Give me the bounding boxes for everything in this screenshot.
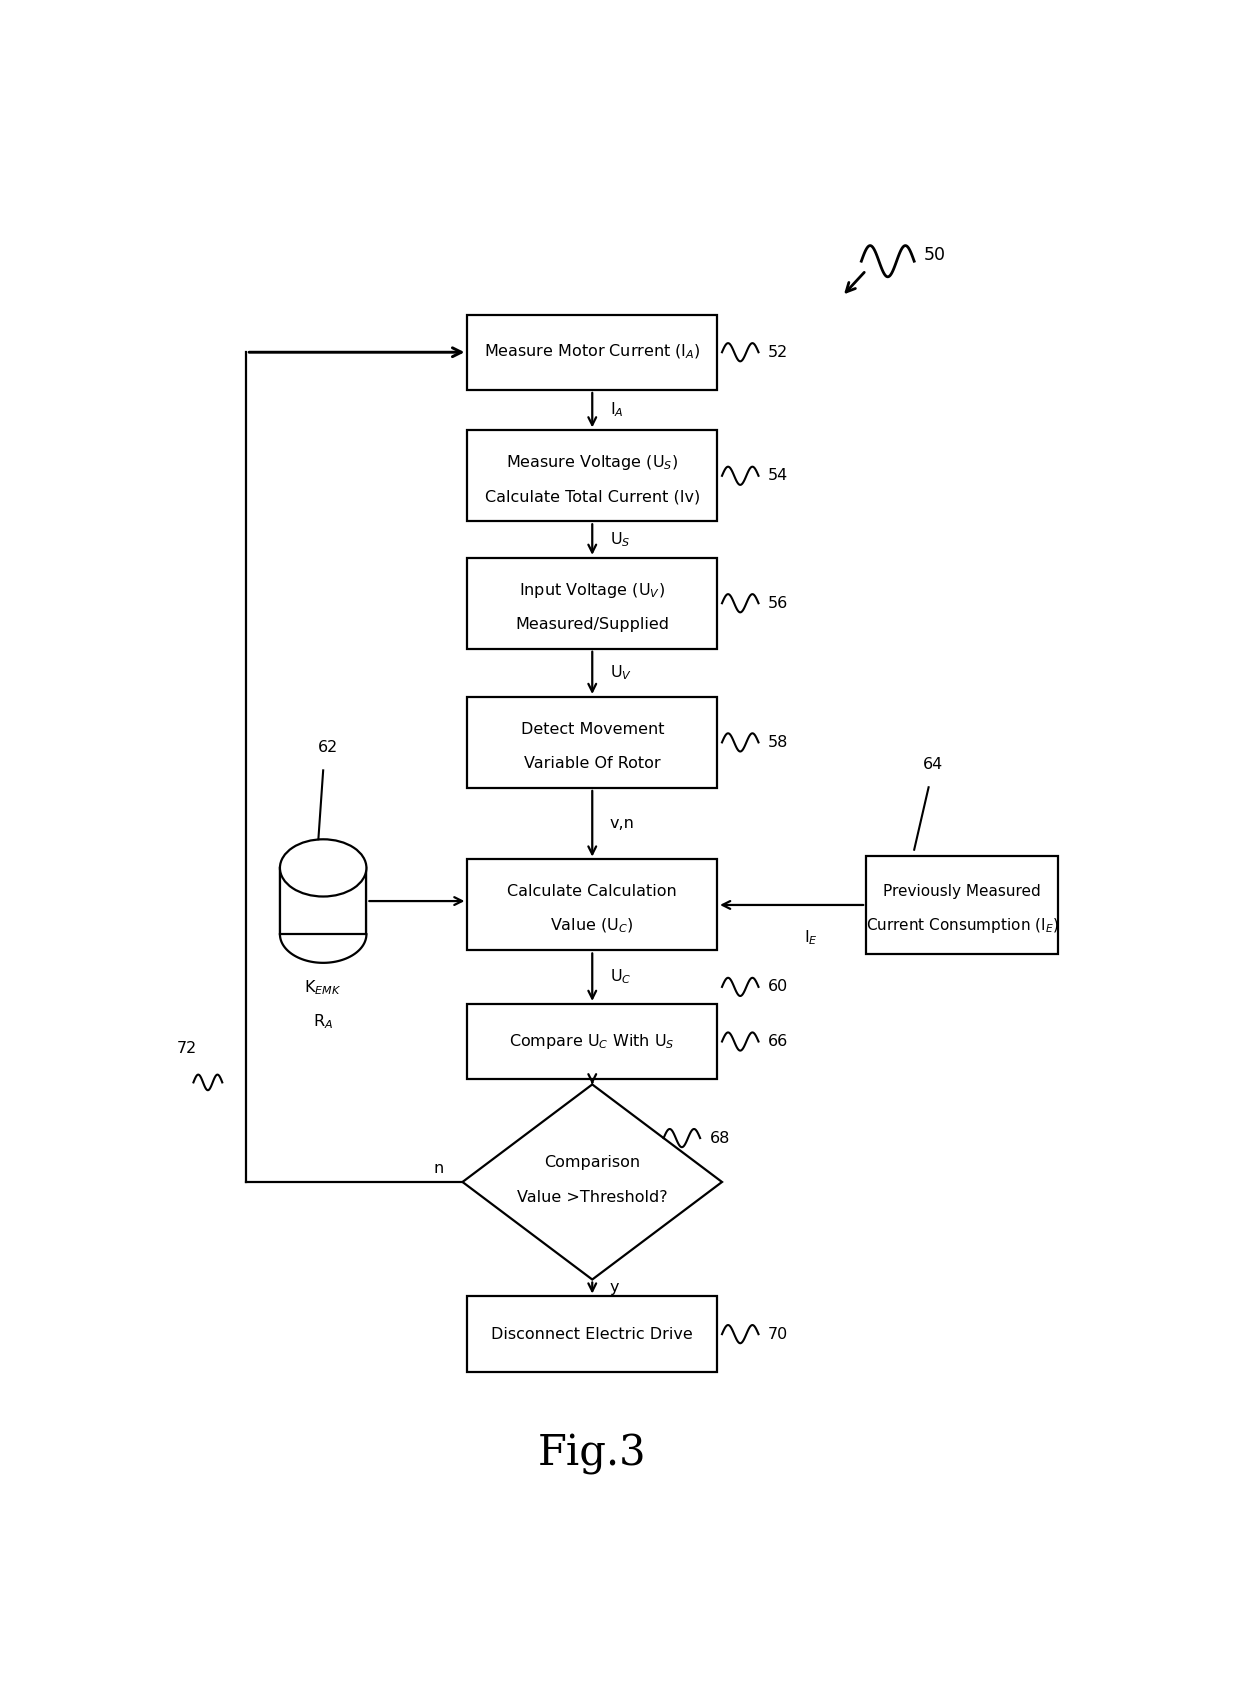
Text: U$_V$: U$_V$ (610, 664, 631, 682)
Bar (866, 856, 1058, 954)
Text: 60: 60 (768, 980, 789, 995)
Text: Current Consumption (I$_E$): Current Consumption (I$_E$) (866, 915, 1059, 936)
Text: U$_S$: U$_S$ (610, 530, 630, 549)
Bar (467, 698, 717, 789)
Text: 72: 72 (176, 1042, 197, 1056)
Text: U$_C$: U$_C$ (610, 968, 631, 986)
Ellipse shape (280, 839, 367, 897)
Text: 50: 50 (924, 245, 946, 263)
Text: Calculate Calculation: Calculate Calculation (507, 885, 677, 900)
Text: I$_E$: I$_E$ (804, 929, 818, 948)
Text: Detect Movement: Detect Movement (521, 721, 663, 736)
Text: K$_{EMK}$: K$_{EMK}$ (305, 978, 342, 997)
Text: Input Voltage (U$_V$): Input Voltage (U$_V$) (520, 581, 665, 600)
Polygon shape (463, 1084, 722, 1280)
Text: 70: 70 (768, 1326, 789, 1341)
Text: Variable Of Rotor: Variable Of Rotor (525, 755, 661, 770)
Text: Previously Measured: Previously Measured (883, 885, 1042, 900)
Text: Value (U$_C$): Value (U$_C$) (551, 917, 634, 936)
Text: 58: 58 (768, 735, 789, 750)
Text: R$_A$: R$_A$ (314, 1012, 334, 1030)
Text: 54: 54 (768, 468, 789, 483)
Text: n: n (433, 1162, 444, 1177)
Text: I$_A$: I$_A$ (610, 400, 624, 419)
Text: Fig.3: Fig.3 (538, 1432, 646, 1474)
Text: 66: 66 (768, 1034, 789, 1049)
Text: y: y (610, 1280, 619, 1295)
Text: v,n: v,n (610, 816, 635, 831)
Text: Measure Motor Current (I$_A$): Measure Motor Current (I$_A$) (484, 343, 701, 361)
Text: Disconnect Electric Drive: Disconnect Electric Drive (491, 1326, 693, 1341)
Text: Calculate Total Current (Iv): Calculate Total Current (Iv) (485, 490, 699, 503)
Text: 68: 68 (709, 1130, 730, 1145)
Text: 56: 56 (768, 596, 789, 611)
Bar (467, 1297, 717, 1371)
Text: Measure Voltage (U$_S$): Measure Voltage (U$_S$) (506, 453, 678, 473)
Text: Value >Threshold?: Value >Threshold? (517, 1191, 667, 1204)
Text: 62: 62 (317, 740, 339, 755)
Bar (467, 1003, 717, 1079)
Text: Comparison: Comparison (544, 1155, 640, 1170)
Bar (467, 557, 717, 649)
Text: Compare U$_C$ With U$_S$: Compare U$_C$ With U$_S$ (510, 1032, 675, 1051)
Bar (280, 868, 367, 934)
Text: 52: 52 (768, 345, 789, 360)
Bar (467, 431, 717, 522)
Text: Measured/Supplied: Measured/Supplied (516, 616, 670, 632)
Text: 64: 64 (924, 757, 944, 772)
Bar (467, 860, 717, 951)
Bar (467, 314, 717, 390)
